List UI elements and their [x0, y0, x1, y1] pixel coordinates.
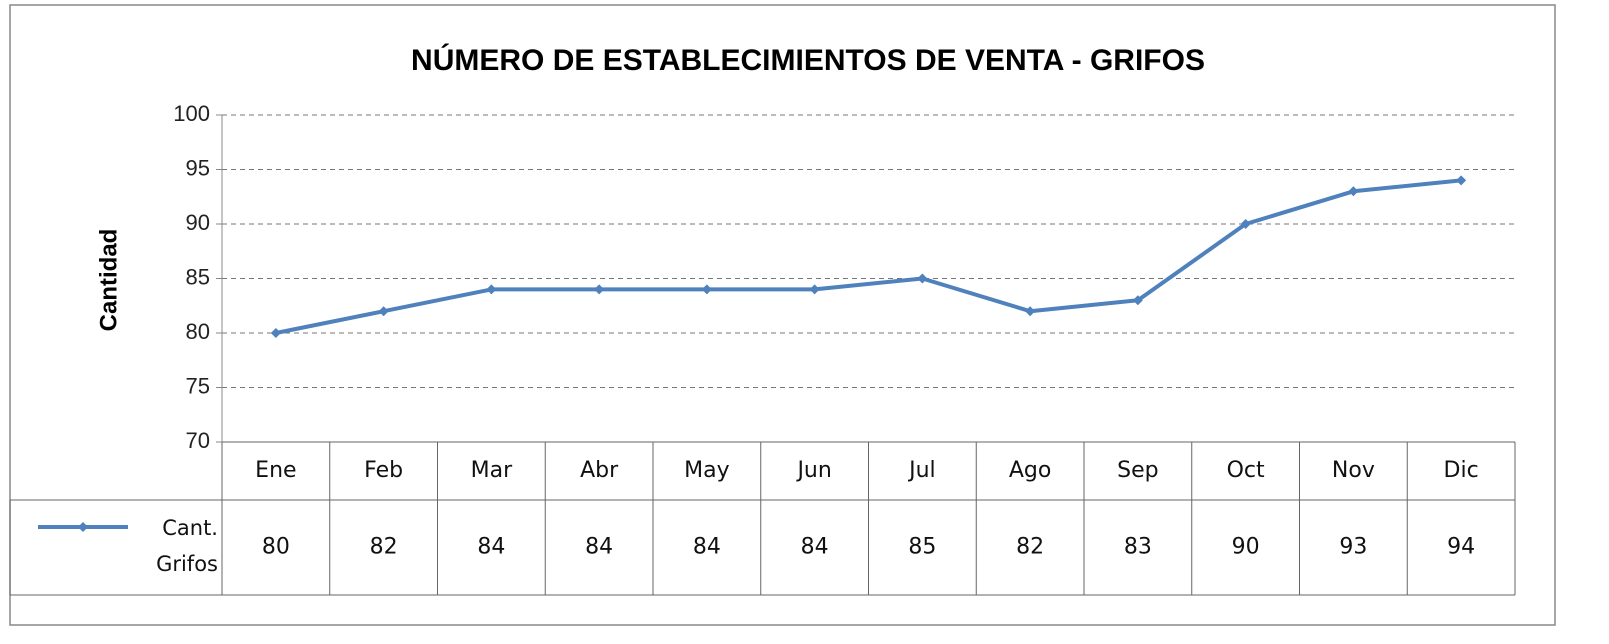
x-tick-label: Sep: [1117, 458, 1158, 483]
x-tick-label: Feb: [364, 458, 403, 483]
x-tick-label: Abr: [580, 458, 619, 483]
point: [809, 284, 820, 295]
legend-key: [78, 522, 88, 532]
point: [1456, 175, 1467, 186]
x-tick-label: Jul: [907, 458, 936, 483]
y-tick-label: 90: [186, 210, 210, 235]
table-value: 84: [693, 535, 721, 560]
y-tick-label: 100: [173, 101, 210, 126]
y-axis-label: Cantidad: [95, 229, 122, 332]
point: [486, 284, 497, 295]
x-tick-label: Oct: [1227, 458, 1265, 483]
y-tick-label: 80: [186, 319, 210, 344]
x-tick-label: May: [684, 458, 729, 483]
chart-border: [9, 4, 1556, 626]
point: [594, 284, 605, 295]
x-tick-label: Nov: [1332, 458, 1375, 483]
point: [270, 328, 281, 338]
table-value: 84: [585, 535, 613, 560]
line-series: [275, 178, 1462, 335]
table-value: 84: [801, 535, 829, 560]
x-tick-label: Mar: [471, 458, 513, 483]
table-value: 90: [1232, 535, 1260, 560]
table-value: 82: [370, 535, 398, 560]
x-tick-label: Ene: [255, 458, 296, 483]
table-value: 82: [1016, 535, 1044, 560]
table-value: 83: [1124, 535, 1152, 560]
chart-title: NÚMERO DE ESTABLECIMIENTOS DE VENTA - GR…: [411, 43, 1205, 77]
x-tick-label: Dic: [1444, 458, 1479, 483]
table-value: 80: [262, 535, 290, 560]
y-tick-label: 95: [186, 155, 210, 180]
point: [1348, 186, 1359, 197]
y-tick-label: 70: [186, 428, 210, 453]
y-tick-label: 85: [186, 264, 210, 289]
legend-entry: Cant. Grifos: [156, 516, 218, 576]
point: [917, 273, 928, 284]
table-value: 85: [908, 535, 936, 560]
point: [701, 284, 712, 295]
y-tick-label: 75: [186, 373, 210, 398]
table-value: 93: [1339, 535, 1367, 560]
x-tick-label: Jun: [795, 458, 831, 483]
table-value: 84: [477, 535, 505, 560]
point: [1132, 295, 1143, 306]
point: [378, 306, 389, 317]
x-tick-label: Ago: [1009, 458, 1051, 483]
point: [1240, 219, 1251, 229]
point: [1025, 306, 1036, 317]
table-value: 94: [1447, 535, 1475, 560]
